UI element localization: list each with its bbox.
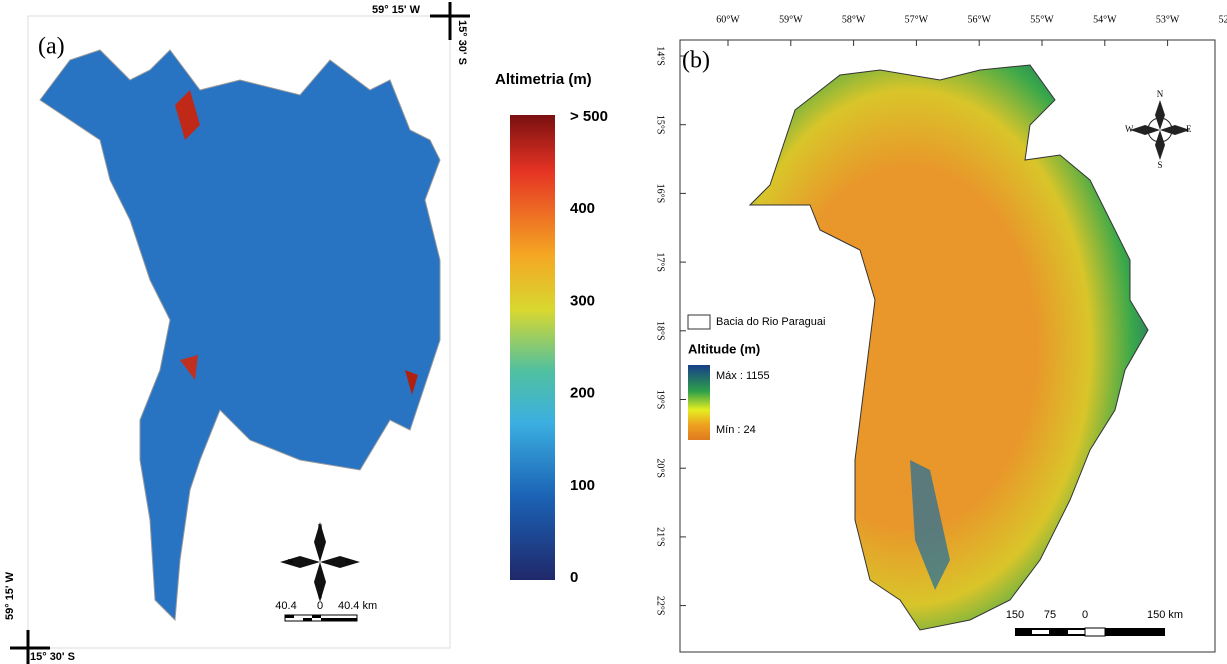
- scale-label: 150 km: [1147, 609, 1183, 621]
- longitude-label: 55°W: [1030, 14, 1054, 25]
- scale-label: 0: [317, 600, 323, 612]
- latitude-label: 18°S: [655, 321, 666, 341]
- latitude-label: 16°S: [655, 184, 666, 204]
- latitude-label: 19°S: [655, 390, 666, 410]
- legend-title: Altitude (m): [688, 341, 760, 356]
- panel-label: (a): [38, 34, 65, 60]
- compass: [1130, 100, 1190, 160]
- longitude-label: 60°W: [716, 14, 740, 25]
- latitude-label: 14°S: [655, 46, 666, 66]
- longitude-label: 52°W: [1219, 14, 1227, 25]
- basin-map: [750, 65, 1148, 630]
- panel-label: (b): [682, 48, 710, 74]
- legend-swatch: [688, 315, 710, 329]
- scale-label: 150: [1006, 609, 1024, 621]
- compass-label: S: [1157, 160, 1162, 170]
- legend-label: Máx : 1155: [716, 370, 770, 382]
- figure: (a) 59° 15' W 15° 30' S 59° 15' W 15° 30…: [0, 0, 1227, 664]
- legend-label: 300: [570, 292, 595, 309]
- legend-label: 0: [570, 569, 578, 586]
- scale-label: 40.4: [275, 600, 296, 612]
- latitude-label: 22°S: [655, 596, 666, 616]
- coordinate-label: 15° 30' S: [456, 20, 468, 65]
- region-map: [40, 50, 440, 620]
- longitude-label: 58°W: [842, 14, 866, 25]
- scale-bar: [285, 615, 357, 621]
- legend-label: > 500: [570, 108, 608, 125]
- latitude-label: 17°S: [655, 252, 666, 272]
- panel-a: (a) 59° 15' W 15° 30' S 59° 15' W 15° 30…: [4, 2, 608, 664]
- longitude-label: 59°W: [779, 14, 803, 25]
- coordinate-label: 59° 15' W: [372, 4, 421, 16]
- legend-label: 200: [570, 385, 595, 402]
- coordinate-label: 59° 15' W: [4, 571, 16, 620]
- panel-b: 60°W 59°W 58°W 57°W 56°W 55°W 54°W 53°W 52°W 14°S…: [655, 14, 1227, 652]
- legend-title: Altimetria (m): [495, 71, 592, 88]
- compass-label: N: [318, 525, 322, 531]
- compass-label: E: [1186, 124, 1192, 134]
- legend-label: Bacia do Rio Paraguai: [716, 316, 825, 328]
- latitude-label: 21°S: [655, 527, 666, 547]
- color-bar: [688, 365, 710, 440]
- longitude-label: 53°W: [1156, 14, 1180, 25]
- scale-label: 0: [1082, 609, 1088, 621]
- latitude-label: 20°S: [655, 458, 666, 478]
- scale-label: 40.4 km: [338, 600, 377, 612]
- latitude-label: 15°S: [655, 115, 666, 135]
- coordinate-label: 15° 30' S: [30, 651, 75, 663]
- compass-label: N: [1157, 89, 1164, 99]
- legend-label: 100: [570, 477, 595, 494]
- color-bar: [510, 115, 555, 580]
- longitude-label: 57°W: [905, 14, 929, 25]
- compass-label: W: [1125, 124, 1134, 134]
- legend-label: 400: [570, 200, 595, 217]
- longitude-label: 56°W: [967, 14, 991, 25]
- scale-bar: [1015, 628, 1165, 636]
- longitude-label: 54°W: [1093, 14, 1117, 25]
- legend-label: Mín : 24: [716, 424, 756, 436]
- compass-label: W: [288, 560, 294, 566]
- compass-label: E: [346, 560, 350, 566]
- scale-label: 75: [1044, 609, 1056, 621]
